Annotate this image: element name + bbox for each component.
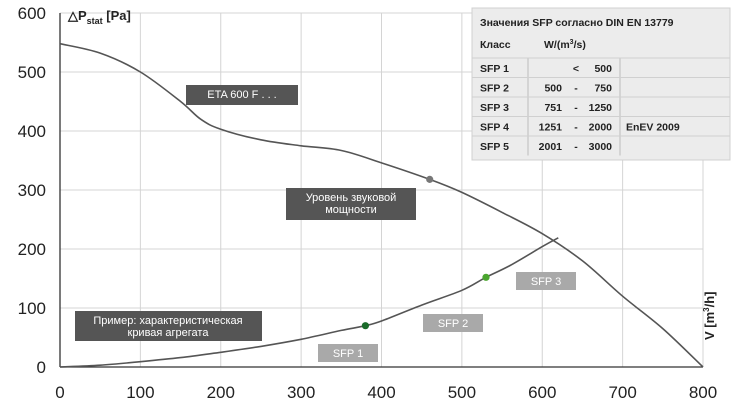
label-sound-level-bg bbox=[286, 188, 416, 220]
x-axis-title: V [m3/h] bbox=[702, 291, 717, 340]
label-sfp2-text: SFP 2 bbox=[438, 318, 468, 330]
label-system-curve-bg bbox=[75, 311, 262, 341]
sfp-from-cell: 2001 bbox=[539, 141, 563, 153]
label-sfp3-text: SFP 3 bbox=[531, 276, 561, 288]
x-tick-label: 100 bbox=[126, 383, 154, 402]
label-eta600-bg bbox=[186, 85, 298, 105]
sfp-class-cell: SFP 1 bbox=[480, 63, 509, 75]
tick-labels: 0 100 200 300 400 500 600 700 800 0 100 200 300 400 50… bbox=[18, 4, 718, 402]
y-tick-label: 500 bbox=[18, 63, 46, 82]
sfp-table-bg bbox=[471, 7, 731, 161]
sfp-to-cell: 500 bbox=[594, 63, 612, 75]
label-sound-level-text: Уровень звуковой bbox=[306, 192, 397, 204]
label-sfp2-bg bbox=[423, 314, 483, 332]
sfp-to-cell: 750 bbox=[594, 83, 612, 95]
y-tick-label: 400 bbox=[18, 122, 46, 141]
x-tick-label: 700 bbox=[608, 383, 636, 402]
x-tick-label: 500 bbox=[448, 383, 476, 402]
sfp-class-cell: SFP 3 bbox=[480, 102, 509, 114]
sfp-from-cell: 500 bbox=[544, 83, 562, 95]
label-eta600: ETA 600 F . . . bbox=[186, 85, 298, 105]
sfp-table-row: SFP 4 1251-2000 EnEV 2009 bbox=[472, 116, 730, 134]
sfp-class-cell: SFP 5 bbox=[480, 141, 509, 153]
sfp-table-header-class: Класс bbox=[480, 39, 511, 51]
points-layer bbox=[361, 175, 490, 330]
label-sfp3: SFP 3 bbox=[516, 272, 576, 290]
sound-level-point bbox=[426, 175, 434, 183]
sfp-sep-cell: - bbox=[574, 102, 578, 114]
sfp-note-cell: EnEV 2009 bbox=[626, 122, 680, 134]
unit-sup: 3 bbox=[570, 39, 574, 46]
unit-rest: /s) bbox=[574, 39, 586, 51]
sfp-table-title: Значения SFP согласно DIN EN 13779 bbox=[480, 17, 674, 29]
x-tick-label: 600 bbox=[528, 383, 556, 402]
y-tick-label: 200 bbox=[18, 240, 46, 259]
label-sfp3-bg bbox=[516, 272, 576, 290]
y-tick-label: 600 bbox=[18, 4, 46, 23]
y-axis-title: △Pstat [Pa] bbox=[67, 8, 131, 26]
y-tick-label: 300 bbox=[18, 181, 46, 200]
series-layer bbox=[59, 42, 704, 368]
sfp-table-row: SFP 1 <500 bbox=[472, 57, 730, 75]
y-tick-label: 0 bbox=[37, 358, 46, 377]
sfp-to-cell: 1250 bbox=[589, 102, 613, 114]
label-eta600-text: ETA 600 F . . . bbox=[207, 89, 277, 101]
sfp-class-cell: SFP 4 bbox=[480, 122, 509, 134]
sfp2-point bbox=[482, 273, 490, 281]
label-sound-level-text: мощности bbox=[325, 204, 377, 216]
sfp-sep-cell: < bbox=[573, 63, 579, 75]
sfp-class-cell: SFP 2 bbox=[480, 83, 509, 95]
sfp1-point bbox=[361, 322, 370, 330]
y-tick-label: 100 bbox=[18, 299, 46, 318]
sfp-from-cell: 1251 bbox=[539, 122, 563, 134]
label-sfp1: SFP 1 bbox=[318, 344, 378, 362]
x-tick-label: 400 bbox=[367, 383, 395, 402]
sfp-to-cell: 2000 bbox=[589, 122, 613, 134]
fan-curve-eta600 bbox=[59, 42, 704, 368]
sfp-table-row: SFP 3 751-1250 bbox=[472, 96, 730, 114]
x-tick-label: 0 bbox=[55, 383, 64, 402]
unit-base: W/(m bbox=[544, 39, 570, 51]
label-system-curve-text: кривая агрегата bbox=[128, 327, 210, 339]
sfp-sep-cell: - bbox=[574, 122, 578, 134]
x-tick-label: 800 bbox=[689, 383, 717, 402]
x-tick-label: 300 bbox=[287, 383, 315, 402]
sfp-from-cell: 751 bbox=[544, 102, 562, 114]
sfp-table: Значения SFP согласно DIN EN 13779 Класс W… bbox=[471, 7, 731, 161]
axes bbox=[59, 13, 703, 368]
sfp-to-cell: 3000 bbox=[589, 141, 613, 153]
sfp-sep-cell: - bbox=[574, 141, 578, 153]
sfp-table-header-unit: W/(m3/s) bbox=[544, 39, 586, 51]
label-sfp1-text: SFP 1 bbox=[333, 348, 363, 360]
label-sfp1-bg bbox=[318, 344, 378, 362]
label-system-curve-text: Пример: характеристическая bbox=[93, 315, 242, 327]
label-sfp2: SFP 2 bbox=[423, 314, 483, 332]
system-curve bbox=[59, 237, 559, 368]
sfp-sep-cell: - bbox=[574, 83, 578, 95]
sfp-table-row: SFP 5 2001-3000 bbox=[472, 135, 730, 153]
sfp-table-row: SFP 2 500- 750 bbox=[472, 77, 730, 95]
x-tick-label: 200 bbox=[207, 383, 235, 402]
